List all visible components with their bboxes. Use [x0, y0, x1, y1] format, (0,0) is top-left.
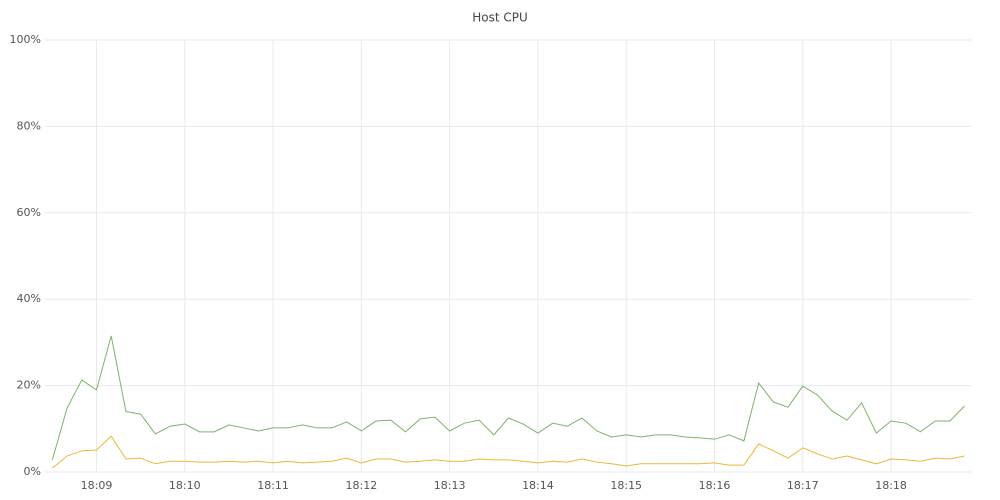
x-tick-label: 18:13	[434, 479, 466, 492]
x-tick-label: 18:12	[346, 479, 378, 492]
chart-title: Host CPU	[472, 11, 528, 25]
x-tick-label: 18:17	[787, 479, 819, 492]
y-tick-label: 60%	[17, 206, 41, 219]
x-tick-label: 18:11	[257, 479, 289, 492]
series-line	[51, 335, 966, 461]
x-tick-label: 18:14	[522, 479, 554, 492]
x-tick-label: 18:15	[610, 479, 642, 492]
y-tick-label: 80%	[17, 119, 41, 132]
y-tick-label: 0%	[24, 465, 41, 478]
series-line	[52, 435, 965, 469]
y-tick-label: 20%	[17, 379, 41, 392]
x-tick-label: 18:16	[699, 479, 731, 492]
y-tick-label: 40%	[17, 292, 41, 305]
x-tick-label: 18:09	[81, 479, 113, 492]
y-tick-label: 100%	[10, 33, 41, 46]
x-tick-label: 18:18	[875, 479, 907, 492]
x-tick-label: 18:10	[169, 479, 201, 492]
